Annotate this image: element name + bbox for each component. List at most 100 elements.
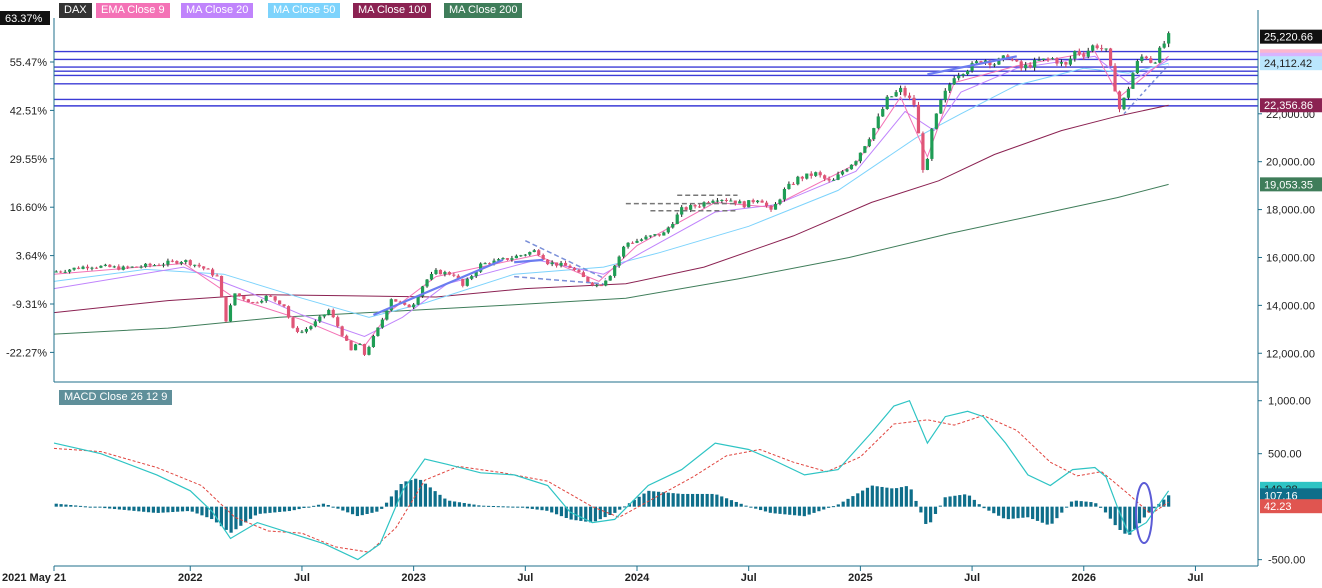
candle-body [1073, 51, 1077, 59]
macd-histogram-bar [1113, 506, 1117, 526]
candle-body [278, 300, 282, 305]
candle-body [1131, 73, 1135, 89]
candle-body [461, 278, 465, 286]
macd-histogram-bar [729, 500, 734, 507]
candle-body [59, 271, 63, 273]
macd-histogram-bar [54, 503, 58, 507]
candle-body [68, 269, 72, 272]
candle-body [782, 189, 787, 200]
candle-body [756, 200, 760, 203]
macd-histogram-bar [1167, 495, 1171, 507]
candle-body [742, 201, 746, 208]
candle-body [939, 99, 943, 114]
candle-body [215, 275, 219, 277]
candle-body [345, 335, 349, 341]
candle-body [300, 331, 304, 333]
macd-histogram-bar [856, 493, 860, 507]
macd-histogram-bar [263, 506, 267, 514]
legend-macd[interactable]: MACD Close 26 12 9 [59, 390, 173, 405]
macd-histogram-bar [64, 504, 68, 507]
candle-body [814, 172, 818, 176]
ma200-line [53, 183, 1169, 335]
macd-histogram-bar [525, 506, 530, 509]
macd-histogram-bar [316, 504, 321, 507]
macd-histogram-bar [244, 506, 248, 523]
candle-body [251, 302, 255, 304]
candle-body [228, 305, 233, 322]
candle-body [434, 269, 438, 274]
candle-body [796, 176, 800, 185]
candle-body [416, 296, 420, 305]
candle-body [934, 113, 938, 129]
macd-histogram-bar [622, 506, 627, 508]
macd-histogram-bar [545, 506, 549, 511]
macd-histogram-bar [1050, 506, 1054, 524]
candle-body [961, 74, 965, 76]
legend-ma200[interactable]: MA Close 200 [444, 3, 523, 18]
candle-body [143, 263, 148, 267]
candle-body [394, 299, 398, 302]
candle-body [331, 309, 335, 318]
candle-body [264, 295, 268, 301]
candle-body [514, 255, 518, 259]
macd-histogram-bar [652, 491, 656, 507]
candle-body [849, 164, 854, 170]
legend-ma50[interactable]: MA Close 50 [268, 3, 341, 18]
macd-histogram-bar [273, 506, 277, 513]
percent-tag: 63.37% [5, 13, 43, 25]
candle-body [689, 205, 693, 210]
candle-body [979, 61, 983, 63]
macd-tick-label: -500.00 [1268, 555, 1305, 567]
candle-body [103, 264, 107, 266]
candle-body [715, 200, 720, 202]
candle-body [554, 262, 559, 266]
ma100-line [53, 104, 1169, 314]
candle-body [1086, 50, 1090, 57]
percent-tag-bg [0, 11, 50, 25]
candle-body [1001, 55, 1005, 59]
percent-tick-label: -9.31% [12, 299, 47, 311]
macd-histogram-bar [516, 506, 520, 508]
candle-body [282, 304, 286, 307]
price-tick-label: 16,000.00 [1266, 252, 1315, 264]
legend-ma100[interactable]: MA Close 100 [353, 3, 432, 18]
legend-ema9[interactable]: EMA Close 9 [96, 3, 170, 18]
macd-histogram-bar [851, 496, 855, 507]
legend-ma20[interactable]: MA Close 20 [181, 3, 254, 18]
candle-body [916, 104, 921, 134]
legend-dax[interactable]: DAX [59, 3, 92, 18]
macd-histogram-bar [103, 506, 107, 509]
macd-histogram-bar [1128, 506, 1132, 535]
macd-histogram-bar [380, 506, 384, 509]
macd-histogram-bar [977, 504, 981, 507]
candle-body [90, 267, 94, 269]
macd-histogram-bar [967, 495, 972, 507]
candle-body [170, 260, 174, 262]
candle-body [126, 266, 130, 268]
macd-histogram-bar [1133, 506, 1137, 529]
macd-histogram-bar [166, 506, 170, 513]
macd-histogram-bar [496, 506, 500, 508]
macd-histogram-bar [554, 506, 559, 515]
macd-histogram-bar [384, 502, 389, 507]
macd-histogram-bar [268, 506, 272, 513]
candle-body [242, 295, 246, 300]
candle-body [604, 280, 608, 286]
macd-histogram-bar [370, 506, 374, 513]
price-tick-label: 18,000.00 [1266, 205, 1315, 217]
macd-histogram-bar [890, 488, 894, 507]
candle-body [930, 128, 934, 159]
candle-body [599, 285, 603, 287]
macd-histogram-bar [486, 505, 491, 507]
macd-histogram-bar [433, 491, 437, 507]
macd-histogram-bar [287, 506, 292, 512]
candle-body [836, 174, 840, 180]
time-tick-label: Jul [517, 572, 533, 583]
macd-histogram-bar [404, 481, 408, 507]
candle-body [1091, 45, 1095, 51]
macd-histogram-bar [88, 506, 92, 508]
macd-histogram-bar [83, 506, 87, 508]
macd-histogram-bar [239, 506, 243, 526]
